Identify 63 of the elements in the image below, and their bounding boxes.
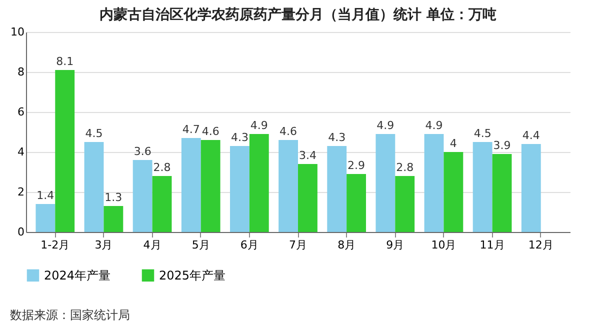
x-tick-label: 12月 [528,238,554,252]
x-tick-label: 7月 [289,238,307,252]
bar [492,154,512,232]
bar [521,144,541,232]
data-label: 4.5 [474,127,492,140]
x-tick-label: 3月 [94,238,113,252]
data-label: 4.9 [250,119,268,132]
data-label: 1.3 [104,191,122,204]
bar [298,164,318,232]
bar [346,174,366,232]
data-label: 3.9 [493,139,511,152]
bar [249,134,269,232]
data-label: 2.8 [396,161,414,174]
data-label: 4.7 [182,123,200,136]
source-note: 数据来源：国家统计局 [10,307,130,324]
x-tick-label: 1-2月 [40,238,70,252]
data-label: 4.4 [522,129,540,142]
bar [444,152,464,232]
x-tick-label: 6月 [240,238,258,252]
data-label: 3.6 [134,145,152,158]
bar [132,160,152,232]
data-label: 3.4 [298,149,316,162]
data-label: 4.9 [425,119,443,132]
bar [152,176,172,232]
bar [181,138,201,232]
x-tick-label: 11月 [480,238,505,252]
data-label: 2.8 [153,161,171,174]
bar [472,142,492,232]
bar [278,140,298,232]
data-label: 1.4 [36,189,54,202]
y-tick-label: 8 [18,66,24,78]
bar [376,134,396,232]
bar [200,140,220,232]
y-tick-label: 0 [18,226,24,238]
legend-label: 2025年产量 [159,268,226,282]
x-tick-label: 5月 [192,238,210,252]
data-label: 8.1 [56,55,74,68]
data-label: 2.9 [348,159,366,172]
data-label: 4 [450,137,457,150]
y-tick-label: 4 [18,146,24,158]
data-label: 4.3 [328,131,346,144]
data-label: 4.3 [230,131,248,144]
bar [55,70,75,232]
legend-label: 2024年产量 [44,268,111,282]
x-tick-label: 4月 [143,238,162,252]
data-label: 4.9 [376,119,394,132]
bar [84,142,104,232]
bar [230,146,250,232]
bar [395,176,415,232]
data-label: 4.5 [85,127,103,140]
bar [104,206,124,232]
bar [327,146,347,232]
bar [424,134,444,232]
y-tick-label: 6 [18,106,24,118]
y-tick-label: 2 [18,186,24,198]
y-tick-label: 10 [10,26,24,38]
bar [36,204,56,232]
x-tick-label: 8月 [338,238,356,252]
data-label: 4.6 [280,125,298,138]
x-tick-label: 9月 [386,238,404,252]
chart-title: 内蒙古自治区化学农药原药产量分月（当月值）统计 单位：万吨 [100,6,496,23]
data-label: 4.6 [202,125,220,138]
x-tick-label: 10月 [431,238,456,252]
